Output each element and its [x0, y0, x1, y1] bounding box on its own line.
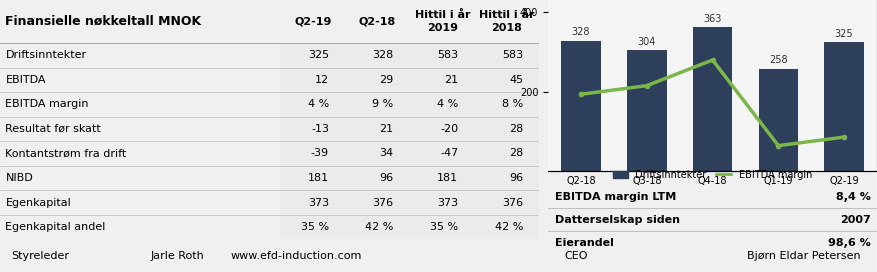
- FancyBboxPatch shape: [281, 141, 539, 166]
- Text: 8 %: 8 %: [502, 100, 524, 109]
- Text: CEO: CEO: [565, 251, 588, 261]
- Text: Q2-19: Q2-19: [294, 17, 332, 27]
- Text: -47: -47: [440, 149, 459, 159]
- Bar: [824, 42, 864, 171]
- Text: 45: 45: [509, 75, 524, 85]
- Text: 325: 325: [308, 50, 329, 60]
- Text: 42 %: 42 %: [366, 222, 394, 232]
- Text: 8,4 %: 8,4 %: [836, 191, 870, 202]
- Text: 373: 373: [308, 197, 329, 208]
- Text: 96: 96: [509, 173, 524, 183]
- Text: Finansielle nøkkeltall MNOK: Finansielle nøkkeltall MNOK: [5, 15, 202, 28]
- Text: Kontantstrøm fra drift: Kontantstrøm fra drift: [5, 149, 126, 159]
- FancyBboxPatch shape: [0, 0, 539, 43]
- Text: Jarle Roth: Jarle Roth: [151, 251, 204, 261]
- Text: 4 %: 4 %: [438, 100, 459, 109]
- Text: 9 %: 9 %: [373, 100, 394, 109]
- Text: 304: 304: [638, 37, 656, 47]
- Text: 583: 583: [502, 50, 524, 60]
- Legend: Driftsinntekter, EBITDA margin: Driftsinntekter, EBITDA margin: [610, 166, 816, 184]
- Text: 28: 28: [509, 149, 524, 159]
- Text: EBITDA: EBITDA: [5, 75, 46, 85]
- Text: Bjørn Eldar Petersen: Bjørn Eldar Petersen: [747, 251, 860, 261]
- Text: 35 %: 35 %: [301, 222, 329, 232]
- Text: Resultat før skatt: Resultat før skatt: [5, 124, 101, 134]
- Text: 96: 96: [380, 173, 394, 183]
- FancyBboxPatch shape: [281, 92, 539, 117]
- Text: Hittil i år
2019: Hittil i år 2019: [415, 10, 470, 33]
- Text: 328: 328: [572, 27, 590, 38]
- Text: Eierandel: Eierandel: [554, 238, 614, 248]
- Text: 328: 328: [373, 50, 394, 60]
- Text: 583: 583: [438, 50, 459, 60]
- Text: 34: 34: [380, 149, 394, 159]
- Text: 21: 21: [380, 124, 394, 134]
- Text: 325: 325: [835, 29, 853, 39]
- Bar: [759, 69, 798, 171]
- Text: Driftsinntekter: Driftsinntekter: [5, 50, 87, 60]
- Text: EBITDA margin: EBITDA margin: [5, 100, 89, 109]
- Text: 363: 363: [703, 14, 722, 23]
- Bar: [561, 41, 601, 171]
- Text: 21: 21: [445, 75, 459, 85]
- Bar: [693, 27, 732, 171]
- Text: 4 %: 4 %: [308, 100, 329, 109]
- Text: -39: -39: [310, 149, 329, 159]
- Text: www.efd-induction.com: www.efd-induction.com: [231, 251, 362, 261]
- Text: 181: 181: [438, 173, 459, 183]
- FancyBboxPatch shape: [281, 166, 539, 190]
- Text: Datterselskap siden: Datterselskap siden: [554, 215, 680, 225]
- Text: -13: -13: [311, 124, 329, 134]
- Text: Egenkapital: Egenkapital: [5, 197, 71, 208]
- Text: Q2-18: Q2-18: [359, 17, 396, 27]
- Text: 98,6 %: 98,6 %: [828, 238, 870, 248]
- Bar: [627, 50, 667, 171]
- FancyBboxPatch shape: [281, 43, 539, 68]
- Text: 376: 376: [373, 197, 394, 208]
- Text: 181: 181: [308, 173, 329, 183]
- FancyBboxPatch shape: [281, 215, 539, 239]
- Text: 2007: 2007: [839, 215, 870, 225]
- Text: 29: 29: [380, 75, 394, 85]
- Text: 42 %: 42 %: [495, 222, 524, 232]
- Text: 28: 28: [509, 124, 524, 134]
- FancyBboxPatch shape: [281, 68, 539, 92]
- Text: 12: 12: [315, 75, 329, 85]
- Text: 376: 376: [502, 197, 524, 208]
- Text: Egenkapital andel: Egenkapital andel: [5, 222, 106, 232]
- FancyBboxPatch shape: [281, 117, 539, 141]
- Text: 35 %: 35 %: [431, 222, 459, 232]
- Text: NIBD: NIBD: [5, 173, 33, 183]
- Text: Styreleder: Styreleder: [11, 251, 68, 261]
- Text: 258: 258: [769, 55, 788, 65]
- Text: EBITDA margin LTM: EBITDA margin LTM: [554, 191, 676, 202]
- Text: Hittil i år
2018: Hittil i år 2018: [479, 10, 535, 33]
- Text: 373: 373: [438, 197, 459, 208]
- FancyBboxPatch shape: [281, 190, 539, 215]
- Text: -20: -20: [440, 124, 459, 134]
